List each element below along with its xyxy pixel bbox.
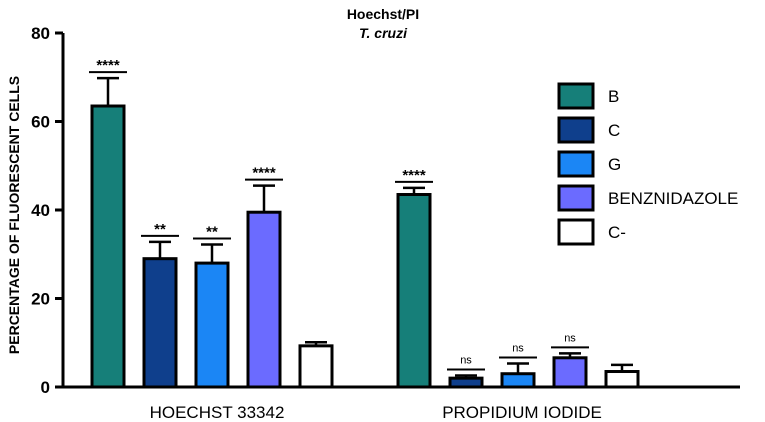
bar	[246, 210, 282, 389]
bar	[448, 376, 484, 389]
legend: BCG BENZNIDAZOLE C-	[557, 82, 738, 246]
legend-label: G	[608, 155, 621, 174]
x-category-label: HOECHST 33342	[150, 403, 285, 422]
significance-label: ns	[512, 343, 524, 355]
significance-label: **	[206, 224, 218, 241]
y-tick-label: 60	[31, 113, 50, 132]
bar	[604, 370, 640, 389]
significance-label: ns	[460, 354, 472, 366]
significance-label: **	[154, 221, 166, 238]
legend-label: C-	[608, 223, 626, 242]
bar	[298, 344, 334, 389]
y-tick-label: 20	[31, 290, 50, 309]
bar	[194, 261, 230, 389]
bars: **********ns**ns****ns	[89, 57, 640, 389]
legend-label: B	[608, 87, 619, 106]
y-tick-label: 80	[31, 24, 50, 43]
chart-title: Hoechst/PI	[347, 6, 419, 22]
legend-swatch	[557, 82, 595, 110]
chart-subtitle: T. cruzi	[359, 25, 408, 41]
y-tick-label: 40	[31, 201, 50, 220]
significance-label: ****	[96, 57, 120, 74]
significance-label: ns	[564, 332, 576, 344]
legend-label: BENZNIDAZOLE	[608, 189, 738, 208]
significance-label: ****	[402, 167, 426, 184]
y-tick-label: 0	[41, 378, 50, 397]
bar	[396, 193, 432, 389]
legend-swatch	[557, 218, 595, 246]
legend-swatch	[557, 116, 595, 144]
bar	[142, 257, 178, 389]
legend-swatch	[557, 150, 595, 178]
legend-label: C	[608, 121, 620, 140]
x-category-label: PROPIDIUM IODIDE	[442, 403, 602, 422]
bar	[90, 104, 126, 389]
bar	[500, 372, 536, 389]
y-axis-label: PERCENTAGE OF FLUORESCENT CELLS	[6, 76, 22, 354]
significance-label: ****	[252, 165, 276, 182]
axes: 0 20 40 60 80 HOECHST 33342 PROPIDIUM IODIDE	[31, 24, 740, 422]
legend-swatch	[557, 184, 595, 212]
bar	[552, 356, 588, 389]
